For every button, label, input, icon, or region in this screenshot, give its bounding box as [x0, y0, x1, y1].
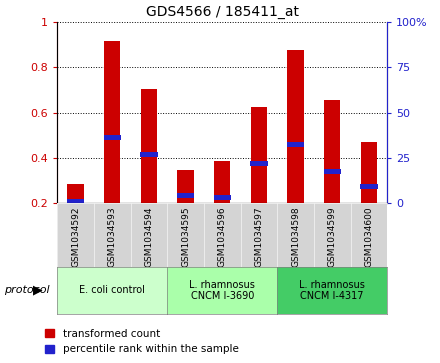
- Bar: [250, 161, 268, 166]
- Bar: [103, 135, 121, 140]
- Text: ▶: ▶: [33, 284, 42, 297]
- Text: L. rhamnosus
CNCM I-4317: L. rhamnosus CNCM I-4317: [299, 280, 365, 301]
- Text: L. rhamnosus
CNCM I-3690: L. rhamnosus CNCM I-3690: [189, 280, 255, 301]
- Bar: [140, 152, 158, 157]
- Legend: transformed count, percentile rank within the sample: transformed count, percentile rank withi…: [45, 329, 238, 354]
- Text: GSM1034598: GSM1034598: [291, 207, 300, 267]
- Bar: [214, 161, 231, 203]
- Bar: [141, 89, 157, 203]
- Bar: [67, 199, 84, 204]
- Text: GSM1034597: GSM1034597: [254, 207, 264, 267]
- Bar: [67, 184, 84, 203]
- Text: E. coli control: E. coli control: [79, 285, 145, 295]
- Bar: [360, 184, 378, 189]
- Text: GSM1034600: GSM1034600: [364, 207, 374, 267]
- Bar: [177, 193, 194, 198]
- Text: protocol: protocol: [4, 285, 50, 295]
- Bar: [287, 142, 304, 147]
- Bar: [104, 41, 121, 203]
- Text: GSM1034592: GSM1034592: [71, 207, 80, 267]
- Text: GSM1034599: GSM1034599: [328, 207, 337, 267]
- Bar: [324, 100, 341, 203]
- Text: GSM1034594: GSM1034594: [144, 207, 154, 267]
- Text: GSM1034595: GSM1034595: [181, 207, 190, 267]
- Bar: [323, 169, 341, 174]
- Text: GSM1034593: GSM1034593: [108, 207, 117, 267]
- Bar: [251, 107, 267, 203]
- Bar: [287, 50, 304, 203]
- Text: GSM1034596: GSM1034596: [218, 207, 227, 267]
- Bar: [213, 195, 231, 200]
- Bar: [177, 170, 194, 203]
- Bar: [361, 142, 377, 203]
- Title: GDS4566 / 185411_at: GDS4566 / 185411_at: [146, 5, 299, 19]
